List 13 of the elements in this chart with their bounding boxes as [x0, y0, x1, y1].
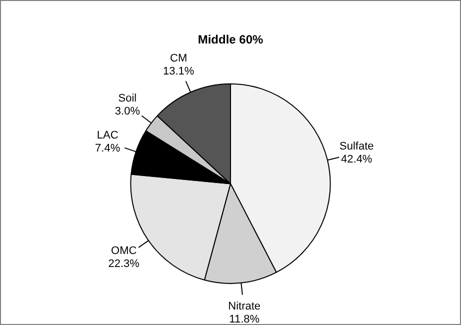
data-label: 22.3% [108, 258, 140, 270]
data-label: 11.8% [229, 313, 260, 325]
slice-label: Sulfate [339, 140, 374, 153]
slice-label: OMC [111, 245, 137, 258]
slice-label: Nitrate [228, 300, 261, 312]
data-label: 7.4% [95, 142, 120, 155]
data-label: 3.0% [114, 105, 140, 118]
slice-label: LAC [96, 130, 118, 142]
slice-label: Soil [118, 92, 137, 104]
chart-title: Middle 60% [198, 32, 264, 47]
data-label: 42.4% [341, 154, 372, 166]
slice-label: CM [170, 52, 188, 64]
data-label: 13.1% [162, 65, 194, 78]
